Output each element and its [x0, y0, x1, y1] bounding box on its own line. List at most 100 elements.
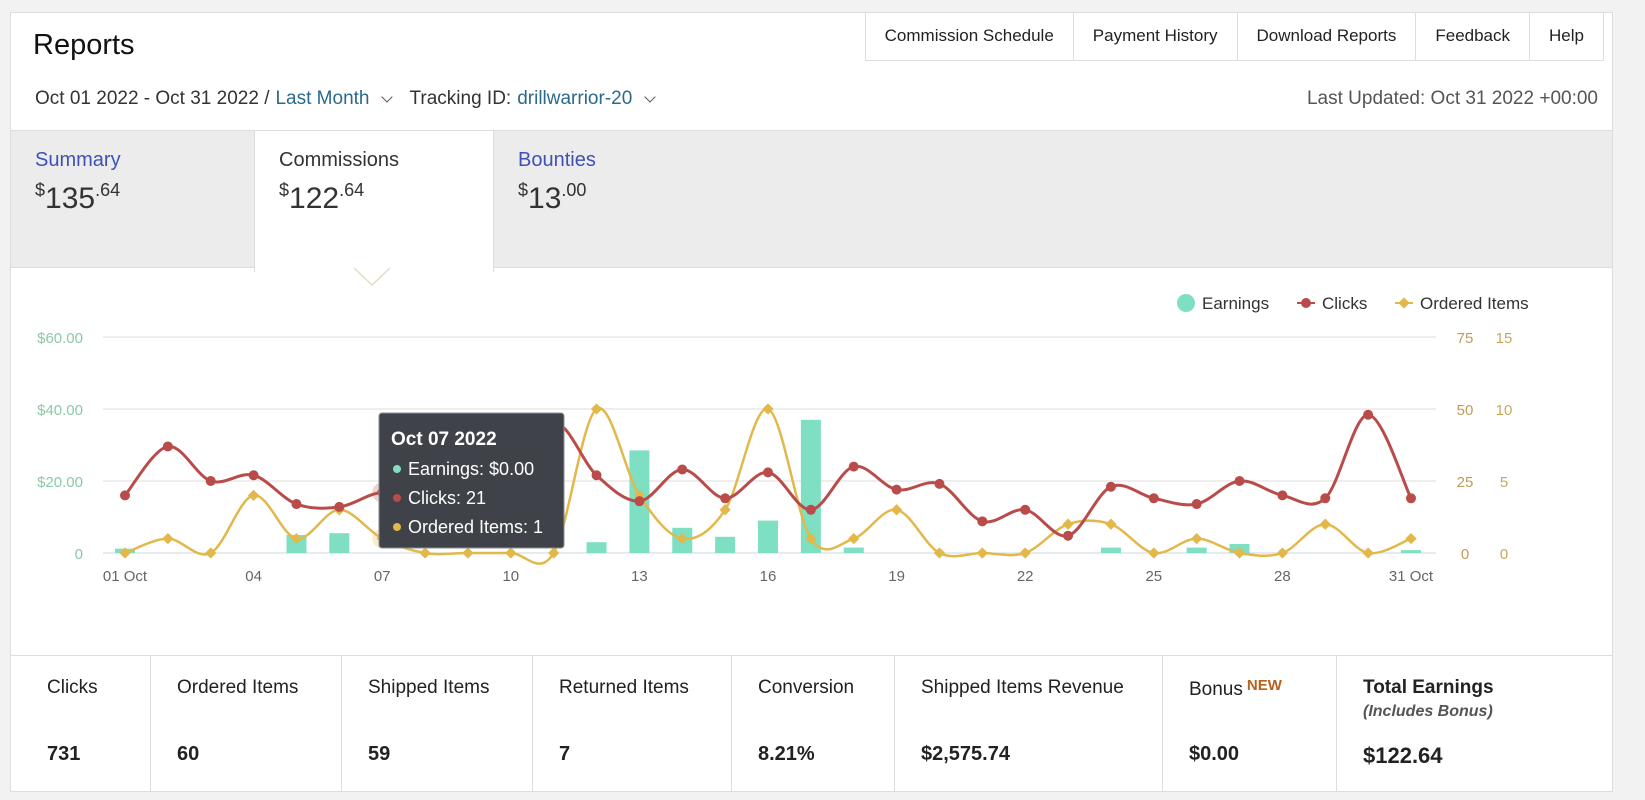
stat-value: 731 [47, 743, 81, 765]
commissions-chart: 0 0 0 $20.00 25 5 $40.00 50 10 $60.00 75 15 01 Oct 04… [37, 294, 1529, 585]
y-tick-right-items: 0 [1500, 546, 1508, 563]
y-tick-left: $20.00 [37, 474, 83, 491]
clicks-point [634, 496, 645, 507]
tab-bounties-label: Bounties [518, 149, 596, 171]
tooltip-line: Clicks: 21 [408, 488, 486, 508]
y-tick-left: 0 [75, 546, 83, 563]
date-preset-dropdown[interactable]: Last Month [275, 88, 370, 109]
tab-summary[interactable]: Summary $135.64 [11, 131, 251, 269]
clicks-point [162, 441, 173, 452]
chevron-down-icon[interactable] [644, 91, 656, 103]
x-tick-label: 19 [888, 568, 905, 585]
earnings-bar [329, 533, 350, 553]
summary-amount: $135.64 [35, 180, 121, 215]
stat-value: 8.21% [758, 743, 815, 765]
nav-feedback[interactable]: Feedback [1415, 13, 1529, 60]
clicks-point [120, 490, 130, 501]
ordered-items-point [890, 504, 903, 516]
clicks-point [1406, 493, 1416, 504]
nav-download-reports[interactable]: Download Reports [1236, 13, 1416, 60]
clicks-point [891, 484, 902, 495]
new-badge: NEW [1246, 677, 1282, 694]
commissions-amount: $122.64 [279, 180, 365, 215]
bounties-amount: $13.00 [518, 180, 587, 215]
ordered-items-point [848, 532, 860, 545]
ordered-items-point [933, 547, 946, 559]
earnings-bar [1186, 547, 1207, 553]
stat-value: 60 [177, 743, 200, 765]
tooltip-box [378, 412, 565, 549]
stat-label: Returned Items [559, 677, 689, 698]
ordered-items-point [1362, 547, 1374, 559]
clicks-point [1191, 499, 1202, 510]
stat-value: $122.64 [1363, 743, 1443, 768]
ordered-items-point [505, 547, 517, 559]
ordered-items-point [205, 547, 217, 559]
tooltip-dot [393, 523, 401, 531]
active-tab-caret [354, 268, 390, 287]
earnings-bar [1401, 550, 1421, 553]
nav-payment-history[interactable]: Payment History [1072, 13, 1237, 60]
tab-commissions[interactable]: Commissions $122.64 [254, 131, 494, 272]
stat-label: Conversion [758, 677, 855, 698]
clicks-point [977, 516, 988, 527]
ordered-items-point [976, 547, 988, 559]
ordered-items-point [290, 532, 303, 545]
ordered-items-point [1062, 518, 1074, 530]
clicks-point [205, 476, 216, 486]
tooltip-line: Ordered Items: 1 [408, 517, 543, 537]
stat-label: Shipped Items Revenue [921, 677, 1124, 698]
clicks-point [591, 470, 602, 481]
clicks-point [1363, 409, 1374, 420]
x-tick-label: 22 [1017, 568, 1034, 585]
legend-marker-items [1398, 297, 1410, 309]
nav-commission-schedule[interactable]: Commission Schedule [884, 26, 1054, 45]
stat-value: 7 [559, 743, 571, 765]
reports-card: Reports Commission Schedule Payment Hist… [10, 12, 1613, 792]
clicks-point [677, 464, 688, 475]
chevron-down-icon[interactable] [381, 91, 394, 103]
clicks-point [1320, 493, 1331, 504]
legend-label: Clicks [1322, 294, 1367, 313]
clicks-point [1105, 481, 1116, 492]
ordered-items-point [162, 532, 174, 545]
stat-returned-items: Returned Items 7 [532, 656, 731, 792]
ordered-items-point [1019, 547, 1031, 559]
ordered-items-point [1319, 518, 1331, 530]
clicks-point [720, 493, 731, 504]
clicks-point [848, 461, 859, 472]
tooltip-title: Oct 07 2022 [391, 429, 497, 450]
ordered-items-point [1276, 547, 1289, 559]
filters-bar: Oct 01 2022 - Oct 31 2022 / Last Month T… [35, 88, 672, 110]
stat-label: Ordered Items [177, 677, 299, 698]
clicks-point [1148, 493, 1159, 504]
y-tick-right-clicks: 50 [1457, 402, 1474, 419]
clicks-point [1020, 504, 1031, 515]
x-tick-label: 25 [1145, 568, 1162, 585]
x-tick-label: 04 [245, 568, 262, 585]
y-tick-right-clicks: 0 [1461, 546, 1469, 563]
stat-value: 59 [368, 743, 391, 765]
stat-value: $0.00 [1189, 743, 1240, 765]
tab-commissions-label: Commissions [279, 149, 400, 171]
clicks-point [805, 504, 816, 515]
y-tick-right-items: 5 [1500, 474, 1508, 491]
earnings-bar [1100, 547, 1121, 553]
earnings-bar [800, 419, 821, 553]
nav-help[interactable]: Help [1529, 13, 1603, 60]
tab-bounties[interactable]: Bounties $13.00 [494, 131, 734, 269]
stat-label: Clicks [47, 677, 98, 698]
legend-label: Earnings [1202, 294, 1269, 313]
tracking-label: Tracking ID: [409, 88, 512, 109]
clicks-point [1234, 476, 1245, 486]
stat-sublabel: (Includes Bonus) [1363, 703, 1493, 720]
stat-total-earnings: Total Earnings (Includes Bonus) $122.64 [1336, 656, 1612, 792]
ordered-items-point [1148, 547, 1160, 559]
ordered-items-point [1191, 532, 1203, 545]
ordered-items-point [805, 532, 817, 545]
x-tick-label: 07 [374, 568, 391, 585]
stat-label: Shipped Items [368, 677, 490, 698]
tracking-id-dropdown[interactable]: drillwarrior-20 [517, 88, 633, 109]
ordered-items-point [247, 489, 260, 502]
tooltip-line: Earnings: $0.00 [408, 459, 534, 479]
